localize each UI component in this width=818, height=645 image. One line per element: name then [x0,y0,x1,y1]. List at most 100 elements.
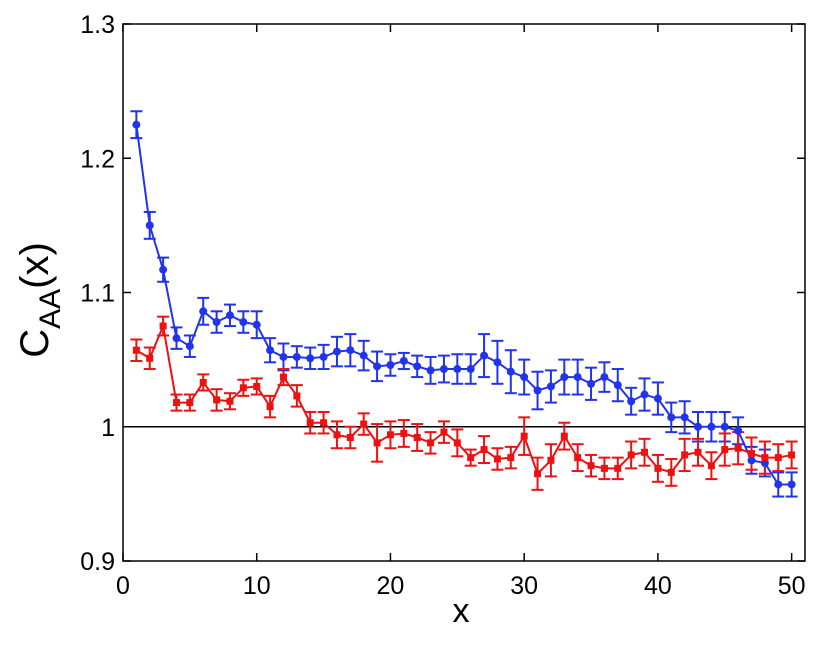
series-2-point [253,382,261,390]
series-2-point [213,396,221,404]
series-1-point [787,480,796,489]
series-1-point [266,346,275,355]
series-2-point [159,322,167,330]
series-1-point [466,365,475,374]
series-1-point [252,320,261,329]
y-axis-label-main: C [13,329,57,358]
series-2-point [172,399,180,407]
series-2-point [493,455,501,463]
series-2-point [534,470,542,478]
series-1-point [546,382,555,391]
series-2-point [239,384,247,392]
y-tick-label: 0.9 [80,548,115,576]
series-2-point [320,419,328,427]
series-2-point [132,346,140,354]
error-bars [130,110,798,498]
series-2-point [480,446,488,454]
series-1-point [199,307,208,316]
series-1-point [560,373,569,382]
series-2-point [293,392,301,400]
series-1-point [734,426,743,435]
series-2-point [226,397,234,405]
series-1-point [667,413,676,422]
series-1-point [573,373,582,382]
y-tick-label: 1.1 [80,280,115,308]
series-1-point [145,221,154,230]
plot-frame [122,23,806,562]
series-1-point [132,120,141,129]
x-axis-label: x [453,592,470,630]
series-1-point [413,362,422,371]
series-2-point [360,420,368,428]
series-1-point [399,356,408,365]
series-1-point [720,422,729,431]
series-2-point [400,429,408,437]
series-2-point [774,454,782,462]
series-1-point [493,358,502,367]
series-2-point [627,451,635,459]
series-2-point [520,432,528,440]
series-2-point [788,451,796,459]
series-1-point [439,365,448,374]
y-axis-label-subscript: AA [34,289,67,329]
series-1-point [346,346,355,355]
series-1-point [680,413,689,422]
y-axis-label: CAA(x) [13,242,67,358]
x-tick-label: 40 [644,572,672,600]
x-tick-label: 50 [778,572,806,600]
series-2-point [560,432,568,440]
series-2-point [146,354,154,362]
series-1-point [707,422,716,431]
series-1-point [587,379,596,388]
series-1-point [239,318,248,327]
series-2-point [306,419,314,427]
y-axis-label-suffix: (x) [13,242,57,289]
x-tick-label: 0 [116,572,130,600]
series-1-point [359,351,368,360]
series-2-point [587,462,595,470]
axis-ticks: 0 10 20 30 40 50 0.9 1 1.1 1.2 1.3 [80,11,805,600]
series-2-point [667,468,675,476]
data-markers [132,120,796,489]
series-1-point [306,354,315,363]
series-1-point [292,352,301,361]
series-1-point [640,390,649,399]
series-2-point [199,378,207,386]
series-2-point [386,431,394,439]
series-2-point [507,454,515,462]
series-2-point [333,431,341,439]
series-2-point [373,439,381,447]
series-2-point [614,464,622,472]
x-tick-label: 10 [243,572,271,600]
series-2-point [654,464,662,472]
series-2-point [279,373,287,381]
series-1-point [774,480,783,489]
series-2-point [574,454,582,462]
y-tick-label: 1.2 [80,145,115,173]
series-1-point [159,265,168,274]
series-1-point [747,456,756,465]
series-2-point [600,464,608,472]
series-1-point [373,362,382,371]
series-2-point [707,462,715,470]
series-2-point [467,454,475,462]
series-2-point [734,444,742,452]
series-1-point [212,318,221,327]
series-2-point [641,448,649,456]
series-2-point [721,446,729,454]
series-1-point [520,373,529,382]
series-1-point [332,347,341,356]
series-2-point [266,403,274,411]
series-2-point [547,456,555,464]
y-tick-label: 1.3 [80,11,115,39]
y-tick-label: 1 [101,414,115,442]
series-2-point [694,448,702,456]
series-2-point [427,439,435,447]
series-1-point [426,366,435,375]
series-1-point [279,352,288,361]
series-1-point [480,351,489,360]
series-1-point [453,365,462,374]
series-1-point [386,360,395,369]
series-1-point [172,334,181,343]
